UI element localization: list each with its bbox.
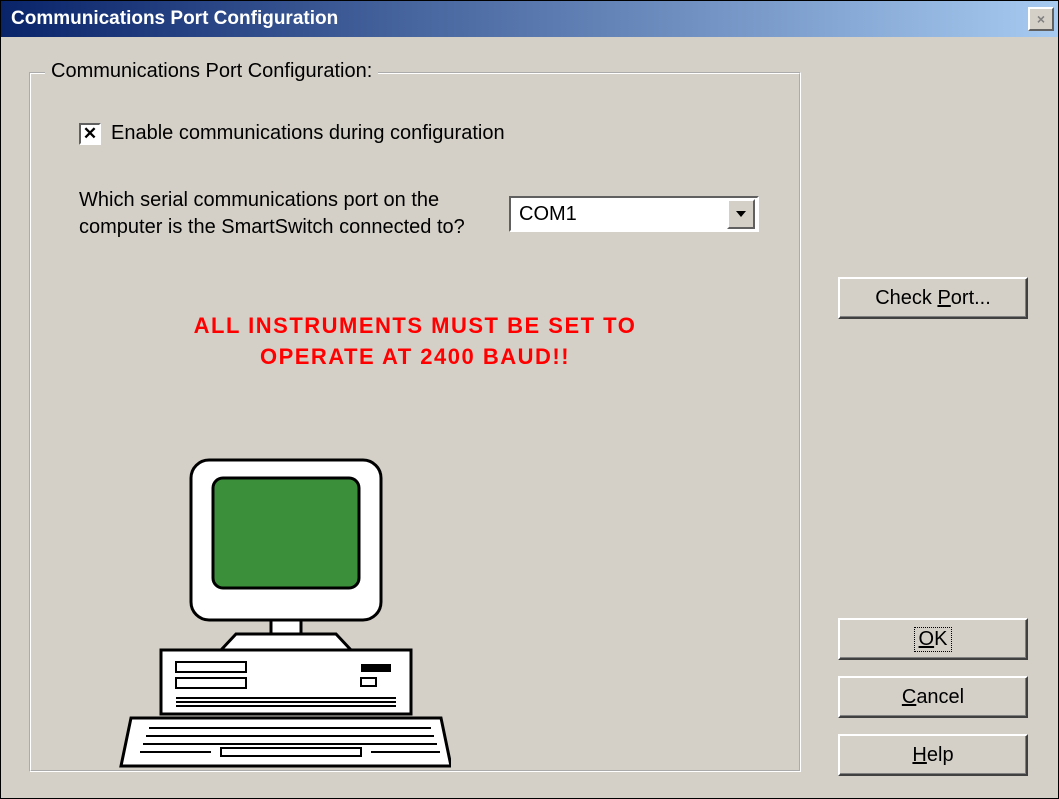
titlebar: Communications Port Configuration × xyxy=(1,1,1058,37)
check-port-button[interactable]: Check Port... xyxy=(838,277,1028,319)
port-row: Which serial communications port on the … xyxy=(79,187,777,241)
warning-line2: OPERATE AT 2400 BAUD!! xyxy=(260,344,570,369)
dialog-window: Communications Port Configuration × Comm… xyxy=(0,0,1059,799)
side-button-area: Check Port... xyxy=(838,277,1028,319)
enable-comms-checkbox[interactable]: ✕ xyxy=(79,123,101,145)
enable-comms-label: Enable communications during configurati… xyxy=(111,122,505,145)
baud-warning: ALL INSTRUMENTS MUST BE SET TO OPERATE A… xyxy=(53,311,777,373)
port-question-line2: computer is the SmartSwitch connected to… xyxy=(79,216,465,238)
close-button[interactable]: × xyxy=(1028,7,1054,31)
chevron-down-icon xyxy=(727,199,755,229)
ok-button[interactable]: OK xyxy=(838,618,1028,660)
port-question-line1: Which serial communications port on the xyxy=(79,189,439,211)
help-button[interactable]: Help xyxy=(838,734,1028,776)
com-port-select[interactable]: COM1 xyxy=(509,196,759,232)
groupbox-title: Communications Port Configuration: xyxy=(45,60,378,83)
com-port-value: COM1 xyxy=(511,203,577,226)
dialog-content: Communications Port Configuration: ✕ Ena… xyxy=(1,37,1058,798)
bottom-button-area: OK Cancel Help xyxy=(838,618,1028,776)
warning-line1: ALL INSTRUMENTS MUST BE SET TO xyxy=(194,313,637,338)
enable-comms-row: ✕ Enable communications during configura… xyxy=(79,122,777,145)
computer-icon xyxy=(91,450,451,770)
config-groupbox: Communications Port Configuration: ✕ Ena… xyxy=(29,72,801,772)
port-question-label: Which serial communications port on the … xyxy=(79,187,499,241)
window-title: Communications Port Configuration xyxy=(11,8,338,30)
cancel-button[interactable]: Cancel xyxy=(838,676,1028,718)
